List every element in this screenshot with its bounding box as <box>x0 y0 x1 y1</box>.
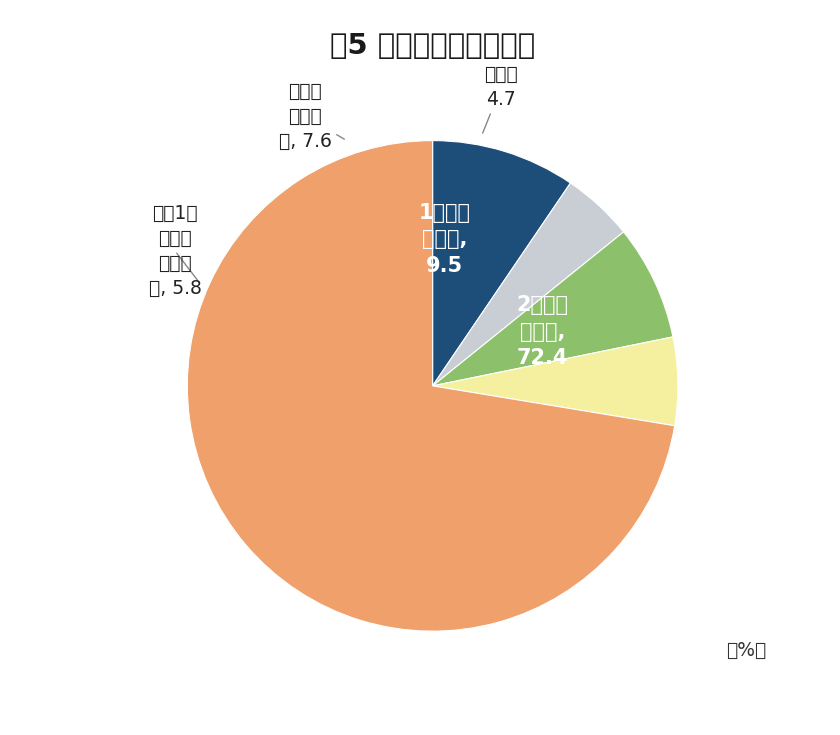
Text: 2回目接
種済み,
72.4: 2回目接 種済み, 72.4 <box>517 295 569 368</box>
Title: 図5 ワクチンの接種状況: 図5 ワクチンの接種状況 <box>330 32 535 60</box>
Text: （%）: （%） <box>727 641 767 660</box>
Text: 受ける
気はな
い, 7.6: 受ける 気はな い, 7.6 <box>279 82 344 151</box>
Wedge shape <box>433 337 678 426</box>
Wedge shape <box>433 232 673 386</box>
Wedge shape <box>433 183 623 386</box>
Text: 検討中
4.7: 検討中 4.7 <box>483 65 518 133</box>
Text: まだ1回
目受け
ていな
い, 5.8: まだ1回 目受け ていな い, 5.8 <box>149 204 202 298</box>
Wedge shape <box>187 140 675 631</box>
Text: 1回目接
種済み,
9.5: 1回目接 種済み, 9.5 <box>419 203 470 276</box>
Wedge shape <box>433 140 570 386</box>
